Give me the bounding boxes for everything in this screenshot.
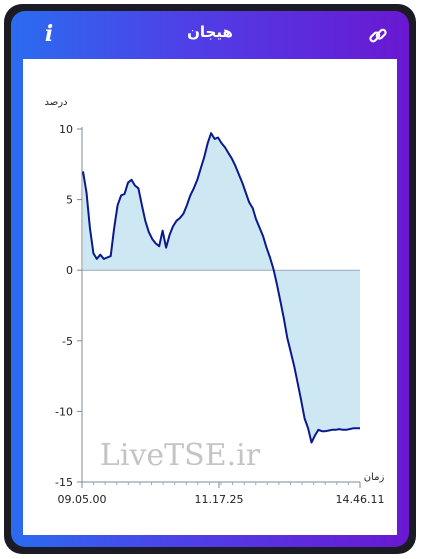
x-tick-label: 14.46.11 (336, 493, 385, 506)
chart: 10 5 0 -5 -10 -15 09.05.00 11.17.25 14.46.11 درصد… (44, 97, 385, 506)
area-fill (83, 133, 360, 443)
y-axis-label: درصد (44, 97, 67, 108)
chart-card: i هیجان 10 5 0 -5 -10 -15 09.05.00 11.17.25 14.4… (11, 11, 409, 547)
y-tick-label: 5 (66, 194, 73, 207)
y-tick-label: -15 (55, 476, 73, 489)
link-icon[interactable] (367, 25, 389, 47)
y-tick-label: 10 (59, 123, 73, 136)
x-axis-label: زمان (364, 472, 385, 483)
chart-panel: 10 5 0 -5 -10 -15 09.05.00 11.17.25 14.46.11 درصد… (23, 59, 397, 535)
page-title: هیجان (187, 23, 233, 41)
window-frame: i هیجان 10 5 0 -5 -10 -15 09.05.00 11.17.25 14.4… (4, 4, 416, 554)
watermark: LiveTSE.ir (100, 438, 261, 473)
header: i هیجان (11, 11, 409, 59)
info-icon[interactable]: i (44, 21, 54, 47)
x-tick-label: 11.17.25 (195, 493, 244, 506)
series-line (82, 132, 360, 444)
y-tick-label: 0 (66, 264, 73, 277)
y-tick-label: -5 (62, 335, 73, 348)
y-tick-label: -10 (55, 405, 73, 418)
x-tick-label: 09.05.00 (58, 493, 107, 506)
